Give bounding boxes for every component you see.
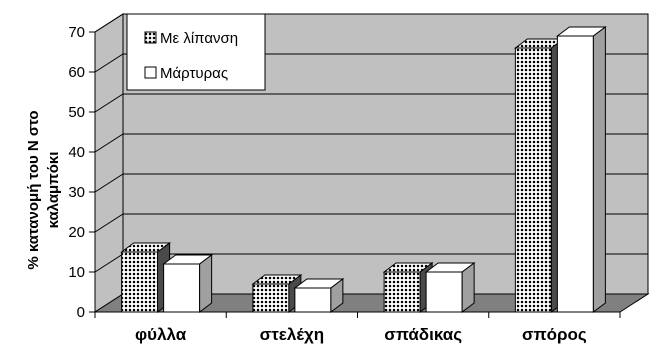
bar-front	[121, 251, 159, 313]
y-tick-label: 30	[68, 184, 85, 201]
bar-fertilized	[513, 38, 565, 313]
bar-control	[555, 26, 607, 313]
bar-side	[330, 278, 344, 313]
y-axis-title-line-2: καλαμπόκι	[45, 152, 62, 229]
legend: Με λίπανση Μάρτυρας	[126, 13, 266, 91]
gridline	[94, 173, 648, 193]
legend-swatch-fertilized	[144, 31, 157, 44]
bar-front	[252, 283, 290, 313]
bar-control	[424, 262, 476, 313]
y-tick-label: 20	[68, 224, 85, 241]
bar-front	[514, 47, 552, 313]
category-label: σπάδικας	[384, 325, 462, 344]
category-labels: φύλλα στελέχη σπάδικας σπόρος	[94, 312, 621, 344]
gridline	[94, 133, 648, 153]
gridline	[94, 213, 648, 233]
gridline	[94, 93, 648, 113]
category-label: στελέχη	[260, 325, 325, 344]
y-tick-label: 60	[68, 64, 85, 81]
bar-fertilized	[382, 262, 434, 313]
y-tick-label: 70	[68, 24, 85, 41]
y-tick-label: 10	[68, 264, 85, 281]
bar-control	[293, 278, 345, 313]
bar-front	[163, 263, 201, 313]
y-tick-label: 50	[68, 104, 85, 121]
bar-side	[592, 26, 606, 313]
bar-front	[425, 271, 463, 313]
legend-label-control: Μάρτυρας	[160, 65, 228, 82]
bar-fertilized	[251, 274, 303, 313]
y-tick-label: 40	[68, 144, 85, 161]
category-label: φύλλα	[135, 325, 187, 344]
y-axis-title: % κατανομή του Ν στο καλαμπόκι	[25, 110, 62, 269]
y-tick-label: 0	[77, 304, 85, 321]
bar-front	[383, 271, 421, 313]
category-label: σπόρος	[522, 325, 587, 344]
bar-side	[461, 262, 475, 313]
bar-control	[162, 254, 214, 313]
bars	[120, 26, 607, 313]
bar-front	[556, 35, 594, 313]
side-wall	[94, 13, 124, 313]
gridline	[94, 53, 648, 73]
y-tick-labels: 0 10 20 30 40 50 60 70	[68, 24, 95, 321]
legend-swatch-control	[144, 66, 157, 79]
gridline	[94, 13, 648, 33]
y-axis-title-line-1: % κατανομή του Ν στο	[25, 110, 42, 269]
bar-side	[199, 254, 213, 313]
legend-label-fertilized: Με λίπανση	[160, 30, 238, 47]
bar-front	[294, 287, 332, 313]
bar-fertilized	[120, 242, 172, 313]
